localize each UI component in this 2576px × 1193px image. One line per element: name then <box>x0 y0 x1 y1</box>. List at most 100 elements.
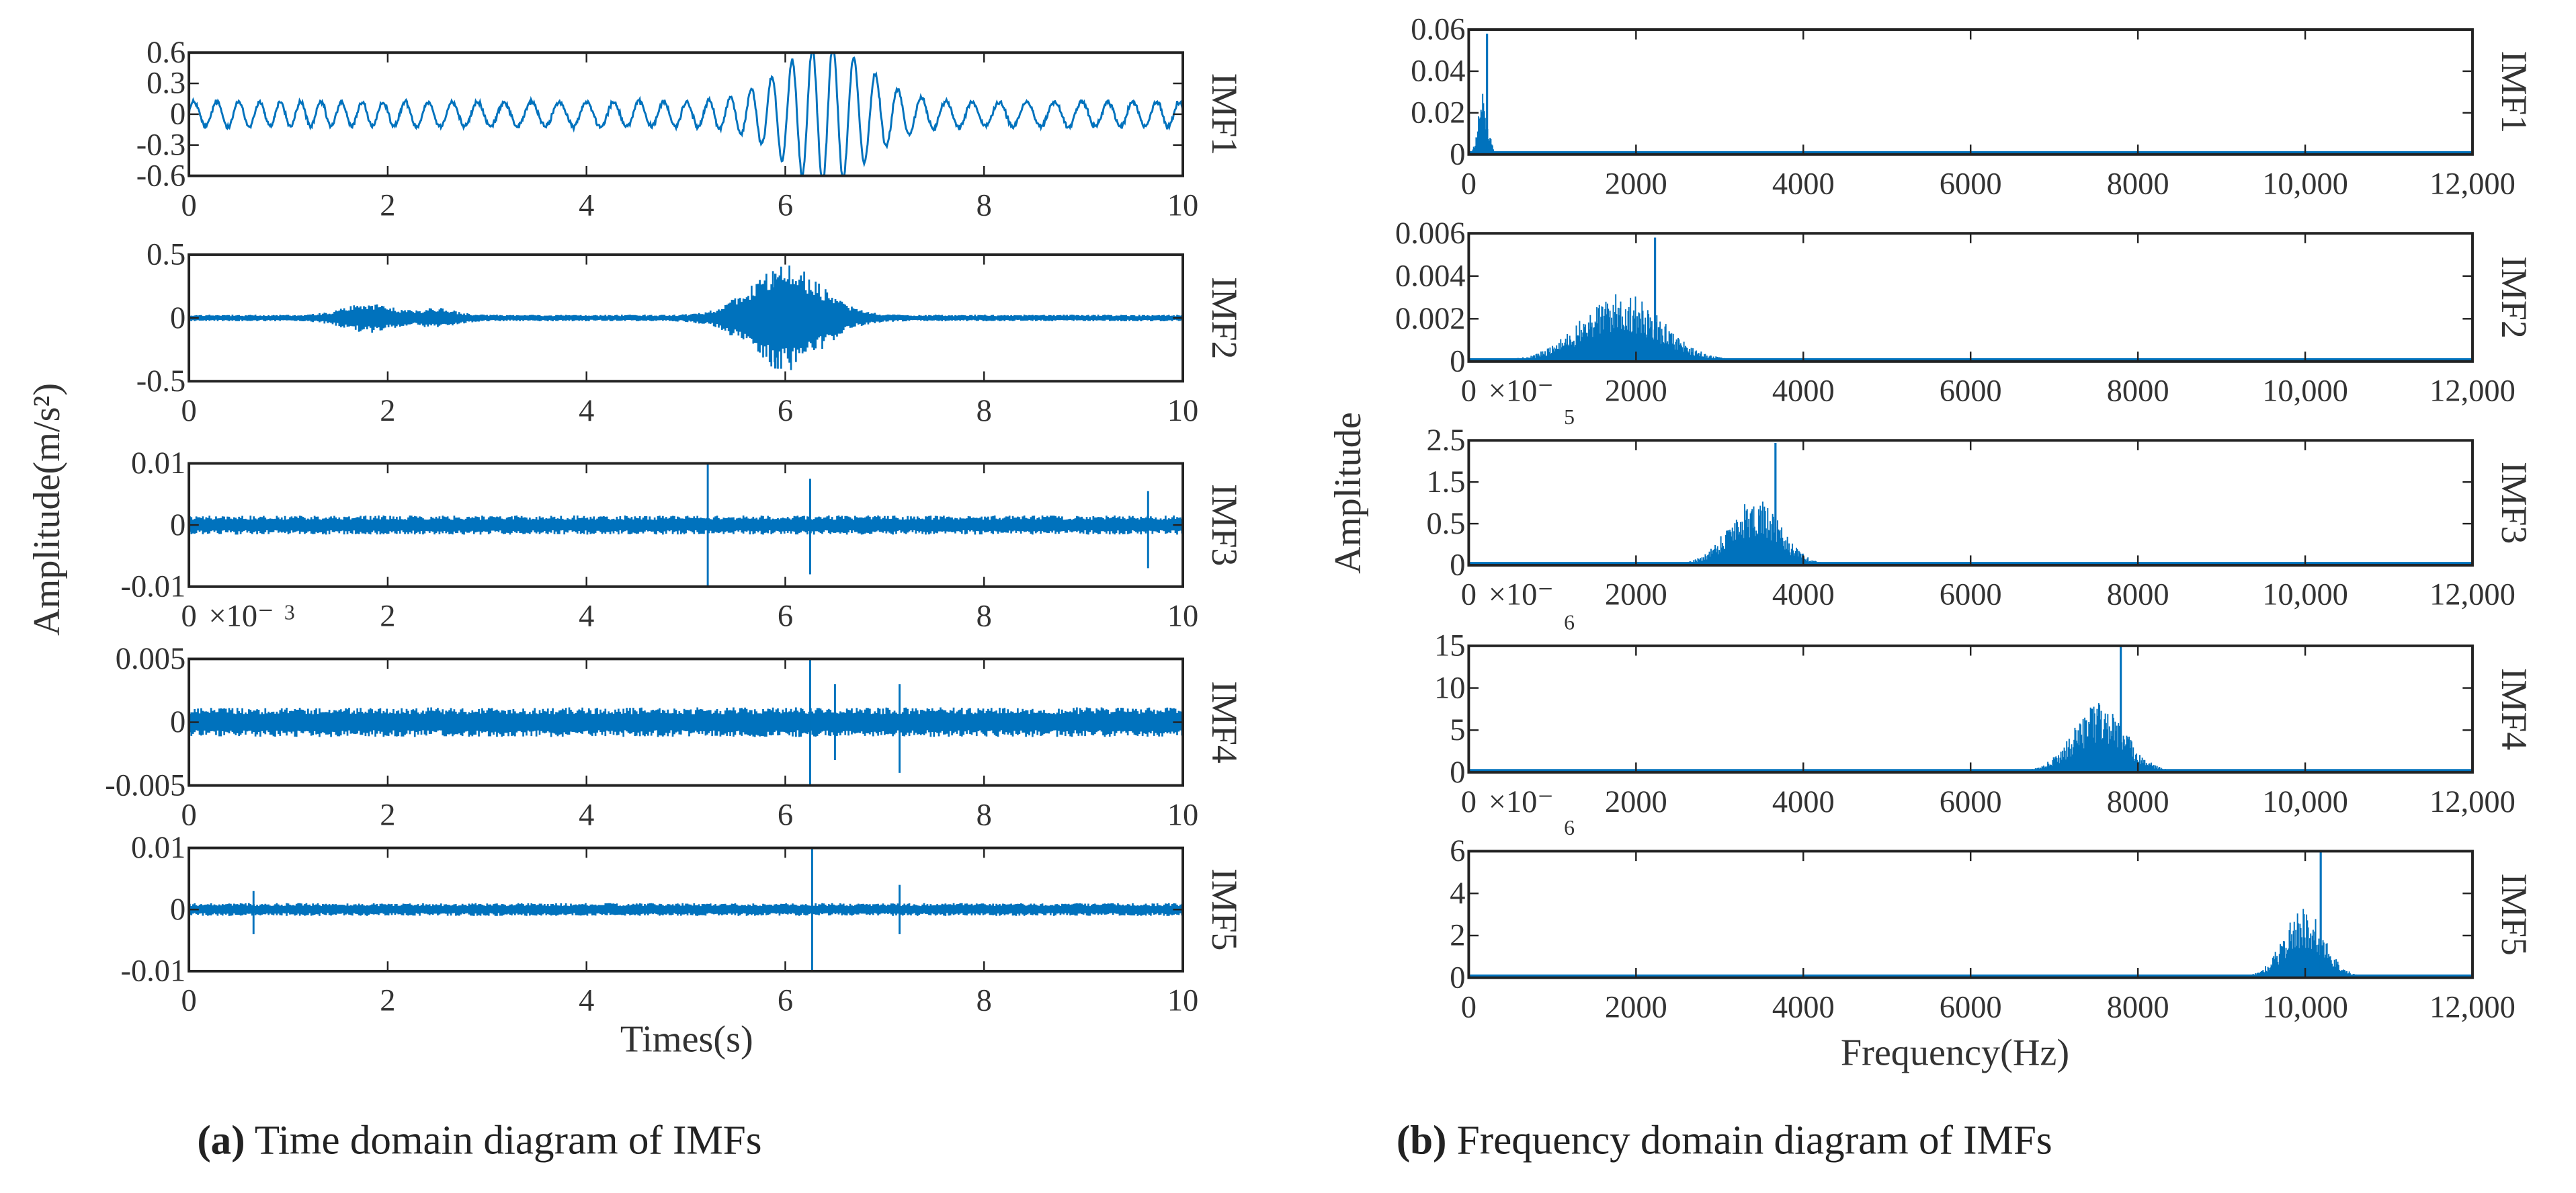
axis-multiplier-exponent: 6 <box>1564 610 1575 634</box>
y-tick-label: 10 <box>1434 671 1465 705</box>
imf1-waveform <box>188 51 1184 177</box>
caption-a-text: Time domain diagram of IMFs <box>245 1118 762 1163</box>
imf4-waveform <box>188 707 1183 737</box>
x-tick-label: 6 <box>778 984 793 1018</box>
x-tick-label: 4 <box>579 984 594 1018</box>
x-tick-label: 6000 <box>1940 578 2002 612</box>
x-tick-label: 4 <box>579 798 594 832</box>
caption-b-letter: (b) <box>1397 1118 1447 1163</box>
caption-b: (b) Frequency domain diagram of IMFs <box>1397 1118 2052 1163</box>
axis-multiplier: ×10⁻ <box>1489 374 1554 409</box>
y-tick-label: -0.5 <box>136 364 186 399</box>
time-x-axis-label: Times(s) <box>620 1019 753 1061</box>
x-tick-label: 4000 <box>1772 990 1835 1024</box>
imf5-waveform <box>188 903 1183 916</box>
x-tick-label: 4 <box>579 394 594 428</box>
x-tick-label: 2000 <box>1605 578 1667 612</box>
x-tick-label: 8 <box>977 188 992 222</box>
x-tick-label: 8 <box>977 798 992 832</box>
y-tick-label: 4 <box>1450 876 1465 911</box>
y-tick-label: 0.002 <box>1395 302 1465 336</box>
imf-label-4: IMF4 <box>2494 668 2534 751</box>
axis-multiplier: ×10⁻ <box>1489 578 1554 612</box>
caption-b-text: Frequency domain diagram of IMFs <box>1447 1118 2052 1163</box>
y-tick-label: -0.6 <box>136 159 186 193</box>
x-tick-label: 6 <box>778 798 793 832</box>
x-tick-label: 0 <box>1461 990 1477 1024</box>
x-tick-label: 2 <box>380 984 395 1018</box>
plot-frame <box>1467 644 2474 774</box>
imf2-waveform <box>188 265 1183 370</box>
frequency-domain-chart: 0 2000 4000 6000 8000 10,000 12,00000.020.040.… <box>1395 13 2534 1025</box>
caption-a: (a) Time domain diagram of IMFs <box>197 1118 761 1163</box>
y-tick-label: 0 <box>1450 137 1465 171</box>
x-tick-label: 6000 <box>1940 167 2002 201</box>
x-tick-label: 2000 <box>1605 374 1667 409</box>
freq-panel-imf2: 0 2000 4000 6000 8000 10,000 12,000 0 0.002 0.004… <box>1395 216 2534 409</box>
x-tick-label: 0 <box>1461 578 1477 612</box>
y-tick-label: 0.6 <box>147 36 185 70</box>
y-tick-label: 0.006 <box>1395 216 1465 251</box>
x-tick-label: 6 <box>778 394 793 428</box>
imf-label-5: IMF5 <box>2494 873 2534 956</box>
x-tick-label: 10 <box>1167 394 1198 428</box>
x-tick-label: 8000 <box>2107 785 2169 819</box>
x-tick-label: 10 <box>1167 798 1198 832</box>
y-tick-label: 0 <box>170 893 185 927</box>
x-tick-label: 12,000 <box>2429 167 2516 201</box>
x-tick-label: 6000 <box>1940 374 2002 409</box>
x-tick-label: 10 <box>1167 984 1198 1018</box>
x-tick-label: 12,000 <box>2429 374 2516 409</box>
y-tick-label: 0.3 <box>147 67 185 101</box>
x-tick-label: 6 <box>778 600 793 634</box>
y-tick-label: 0 <box>170 97 185 132</box>
freq-panel-imf1: 0 2000 4000 6000 8000 10,000 12,000 0 0.02 0.04 0.… <box>1411 13 2534 202</box>
axis-multiplier: ×10⁻ <box>1489 785 1554 819</box>
x-tick-label: 10 <box>1167 600 1198 634</box>
axis-multiplier: ×10⁻ <box>208 600 274 634</box>
x-tick-label: 0 <box>1461 374 1477 409</box>
y-tick-label: 0.01 <box>131 831 185 865</box>
y-tick-label: 0 <box>170 301 185 335</box>
imf-label-3: IMF3 <box>2494 462 2534 544</box>
x-tick-label: 8 <box>977 394 992 428</box>
imf-label-4: IMF4 <box>1204 681 1245 764</box>
time-y-axis-label: Amplitude(m/s²) <box>26 383 68 636</box>
x-tick-label: 2 <box>380 394 395 428</box>
imf4-spectrum <box>1468 703 2473 773</box>
y-tick-label: 0 <box>1450 345 1465 379</box>
y-tick-label: 0.004 <box>1395 259 1465 293</box>
imf-label-1: IMF1 <box>2494 51 2534 134</box>
y-tick-label: 0.5 <box>147 238 185 272</box>
x-tick-label: 0 <box>181 188 197 222</box>
imf-label-2: IMF2 <box>2494 256 2534 339</box>
x-tick-label: 2 <box>380 600 395 634</box>
axis-multiplier-exponent: 6 <box>1564 816 1575 839</box>
y-tick-label: 2 <box>1450 919 1465 953</box>
x-tick-label: 12,000 <box>2429 578 2516 612</box>
x-tick-label: 10,000 <box>2262 990 2348 1024</box>
x-tick-label: 2 <box>380 798 395 832</box>
x-tick-label: 10,000 <box>2262 167 2348 201</box>
caption-a-letter: (a) <box>197 1118 245 1163</box>
y-tick-label: 1.5 <box>1426 465 1465 499</box>
x-tick-label: 4000 <box>1772 578 1835 612</box>
x-tick-label: 2 <box>380 188 395 222</box>
x-tick-label: 0 <box>1461 785 1477 819</box>
y-tick-label: 0.02 <box>1411 96 1465 130</box>
x-tick-label: 6000 <box>1940 990 2002 1024</box>
x-tick-label: 0 <box>1461 167 1477 201</box>
x-tick-label: 12,000 <box>2429 990 2516 1024</box>
axis-multiplier-exponent: 3 <box>284 601 295 624</box>
plot-frame <box>1467 28 2474 156</box>
x-tick-label: 0 <box>181 394 197 428</box>
x-tick-label: 8000 <box>2107 990 2169 1024</box>
x-tick-label: 10,000 <box>2262 785 2348 819</box>
y-tick-label: 0.5 <box>1426 507 1465 541</box>
x-tick-label: 4 <box>579 188 594 222</box>
